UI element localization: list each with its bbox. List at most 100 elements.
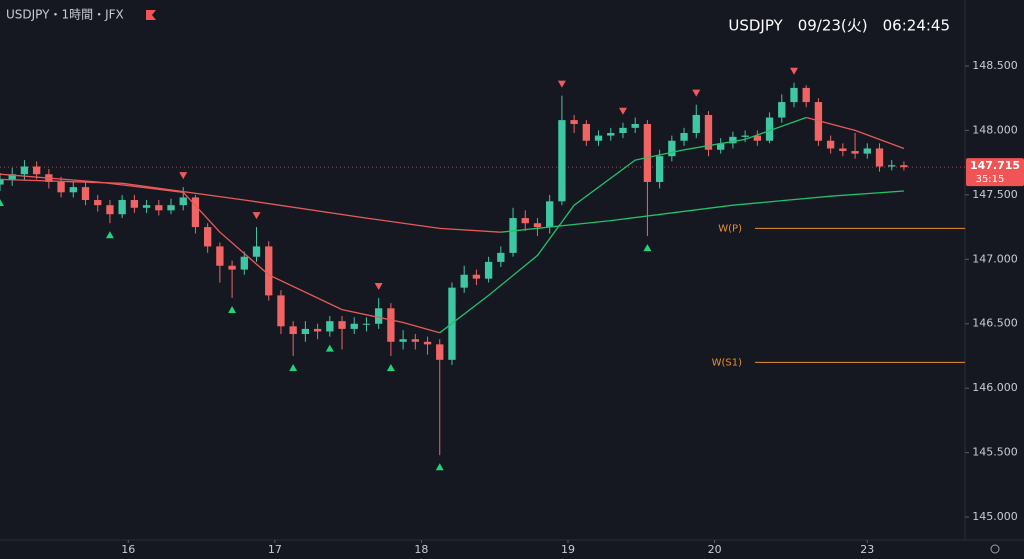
candle-body: [411, 339, 419, 342]
moving-average: [500, 190, 904, 233]
countdown: 35:15: [976, 174, 1005, 185]
candle-body: [338, 321, 346, 329]
settings-icon[interactable]: [990, 544, 1000, 554]
chart-title: USDJPY・1時間・JFX: [6, 8, 124, 22]
candle-body: [142, 205, 151, 208]
candle-body: [375, 308, 383, 324]
moving-average: [806, 116, 905, 150]
pivot-label: W(S1): [712, 357, 742, 368]
pivot-label: W(P): [718, 223, 742, 234]
candle-body: [362, 323, 371, 325]
candle-body: [265, 246, 273, 296]
candle-body: [460, 274, 468, 288]
candle-body: [472, 274, 481, 279]
candle-body: [277, 295, 285, 327]
candle-body: [387, 308, 395, 342]
candle-body: [240, 256, 248, 270]
candle-body: [594, 135, 603, 141]
candle-body: [69, 187, 77, 193]
candle-body: [778, 102, 786, 118]
buy-signal: [325, 344, 334, 352]
candle-body: [94, 200, 102, 206]
candle-body: [521, 218, 529, 224]
sell-signal: [692, 89, 701, 97]
y-tick-label: 145.500: [972, 446, 1018, 459]
candle-body: [729, 136, 737, 144]
candle-body: [203, 227, 212, 247]
last-price-label: 147.715: [970, 159, 1020, 172]
buy-signal: [228, 305, 237, 313]
candle-body: [179, 197, 187, 206]
y-tick-label: 147.500: [972, 188, 1018, 201]
buy-signal: [435, 463, 444, 471]
candle-body: [753, 135, 762, 141]
candle-body: [20, 166, 29, 175]
candle-body: [814, 102, 823, 141]
y-tick-label: 148.500: [972, 59, 1018, 72]
y-tick-label: 148.000: [972, 123, 1018, 136]
sell-signal: [789, 67, 798, 75]
candle-body: [130, 200, 139, 208]
candle-body: [765, 117, 774, 141]
candle-body: [167, 205, 175, 211]
candle-body: [533, 223, 542, 228]
candle-body: [790, 87, 798, 103]
buy-signal: [105, 231, 114, 239]
candle-body: [289, 326, 297, 335]
candle-body: [655, 156, 664, 182]
candle-body: [900, 165, 908, 168]
candle-body: [851, 151, 859, 154]
candle-body: [692, 114, 700, 134]
candle-body: [704, 114, 713, 150]
buy-signal: [0, 198, 4, 206]
candle-body: [680, 133, 688, 141]
candle-body: [607, 133, 615, 136]
candle-body: [484, 261, 493, 279]
candle-body: [57, 181, 65, 193]
flag-icon: [146, 10, 156, 20]
candle-body: [558, 120, 566, 202]
clock: USDJPY 09/23(火) 06:24:45: [728, 17, 950, 35]
candle-body: [191, 197, 200, 228]
x-tick-label: 17: [268, 543, 282, 556]
y-tick-label: 146.500: [972, 317, 1018, 330]
buy-signal: [289, 363, 298, 371]
sell-signal: [252, 212, 261, 220]
candle-body: [106, 205, 114, 215]
candle-body: [570, 120, 578, 124]
buy-signal: [643, 244, 652, 252]
candle-body: [326, 321, 334, 332]
x-tick-label: 18: [414, 543, 428, 556]
candle-body: [32, 166, 41, 175]
candle-body: [350, 323, 358, 329]
candle-body: [216, 246, 224, 266]
x-tick-label: 19: [561, 543, 575, 556]
y-tick-label: 145.000: [972, 510, 1018, 523]
candle-body: [888, 165, 896, 167]
moving-average: [439, 116, 807, 334]
candle-body: [802, 87, 810, 103]
candle-body: [8, 174, 16, 180]
candle-body: [582, 123, 590, 141]
candle-body: [643, 123, 652, 182]
candle-body: [252, 246, 261, 257]
sell-signal: [179, 172, 188, 180]
sell-signal: [557, 80, 566, 88]
y-tick-label: 146.000: [972, 381, 1018, 394]
candle-body: [436, 344, 444, 360]
moving-average: [0, 173, 440, 334]
buy-signal: [386, 363, 395, 371]
candle-body: [509, 218, 517, 253]
y-tick-label: 147.000: [972, 252, 1018, 265]
candle-body: [118, 200, 126, 215]
candle-body: [301, 328, 310, 335]
last-price-badge: [966, 158, 1024, 187]
candle-body: [228, 265, 236, 270]
candle-body: [717, 143, 725, 150]
candle-body: [81, 187, 90, 201]
candle-body: [875, 148, 884, 167]
candle-body: [631, 123, 639, 128]
candle-body: [668, 140, 676, 157]
